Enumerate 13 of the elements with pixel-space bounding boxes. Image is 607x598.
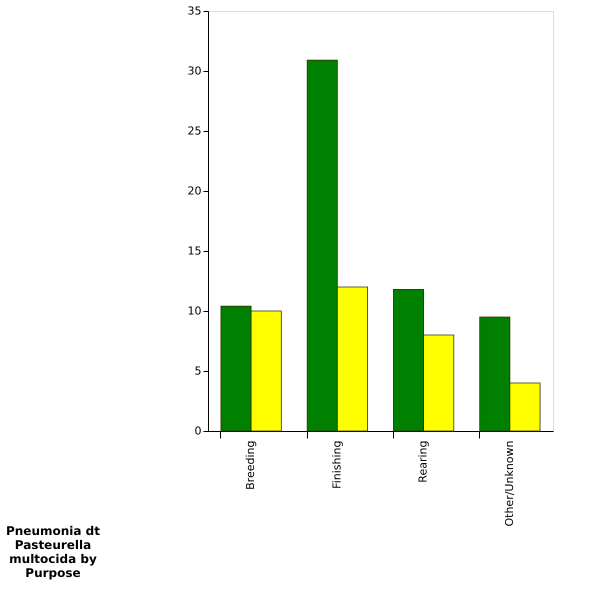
text: Pneumonia dt Pasteurella multocida by Purpose (6, 524, 100, 580)
y-tick-label: 25 (188, 124, 202, 138)
y-tick-label: 20 (188, 184, 202, 198)
x-tick-label: Rearing (416, 440, 430, 483)
x-tick-label: Finishing (330, 440, 344, 489)
y-tick-label: 5 (194, 364, 202, 378)
y-tick-label: 15 (188, 244, 202, 258)
x-tick-label: Other/Unknown (502, 440, 516, 527)
x-tick-label: Breeding (244, 440, 258, 490)
y-tick-label: 35 (188, 4, 202, 18)
y-tick-label: 0 (194, 424, 202, 438)
y-tick-label: 10 (188, 304, 202, 318)
y-tick-label: 30 (188, 64, 202, 78)
